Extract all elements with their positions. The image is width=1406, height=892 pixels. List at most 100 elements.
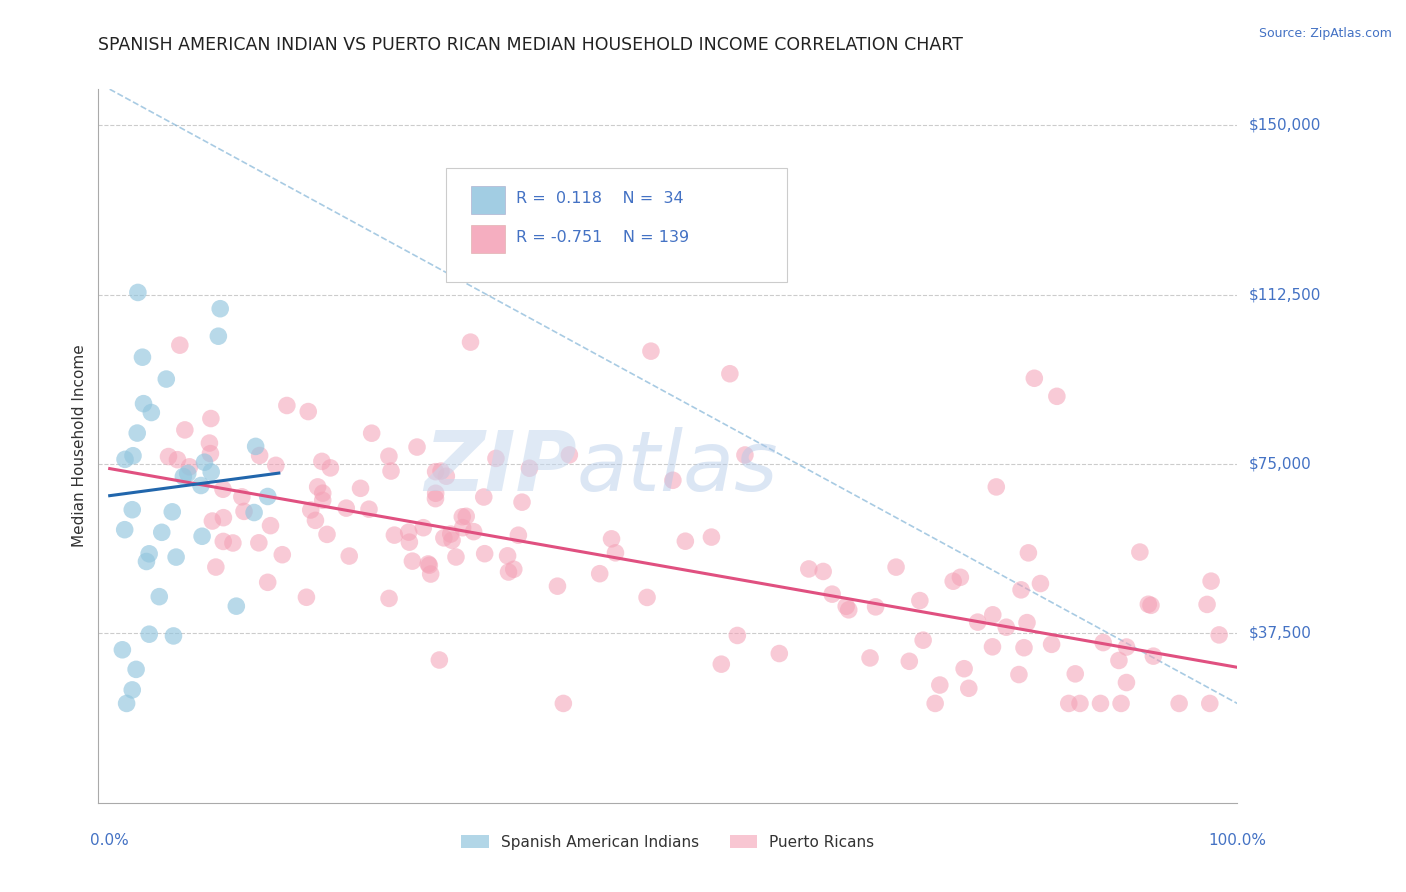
Point xyxy=(247,536,270,550)
Point xyxy=(1090,697,1112,711)
Point xyxy=(1197,598,1219,612)
FancyBboxPatch shape xyxy=(471,186,505,214)
Point xyxy=(981,640,1004,654)
Point xyxy=(121,682,143,697)
Text: atlas: atlas xyxy=(576,427,779,508)
Point xyxy=(451,521,474,535)
Point xyxy=(1137,597,1160,611)
Point xyxy=(155,372,177,386)
Point xyxy=(908,593,931,607)
Point xyxy=(418,557,440,571)
Point xyxy=(127,285,149,300)
Point xyxy=(259,518,281,533)
Text: $75,000: $75,000 xyxy=(1249,457,1312,472)
Point xyxy=(173,423,195,437)
Point xyxy=(150,525,173,540)
Point xyxy=(138,547,160,561)
Text: ZIP: ZIP xyxy=(425,427,576,508)
Point xyxy=(243,506,266,520)
Point xyxy=(995,620,1018,634)
Point xyxy=(179,459,201,474)
Point xyxy=(311,454,333,468)
Point xyxy=(212,534,235,549)
Point xyxy=(835,599,858,614)
Point xyxy=(122,449,145,463)
Point xyxy=(198,436,221,450)
Point xyxy=(378,449,401,463)
Point xyxy=(865,599,887,614)
Point xyxy=(1168,697,1191,711)
Point xyxy=(1008,667,1031,681)
Point xyxy=(1129,545,1152,559)
Point xyxy=(231,490,253,504)
Point xyxy=(1046,389,1069,403)
Point xyxy=(200,446,222,460)
Point xyxy=(1069,697,1091,711)
Point xyxy=(1142,649,1164,664)
Point xyxy=(425,465,447,479)
Point xyxy=(233,504,256,518)
Point xyxy=(605,546,627,560)
Point xyxy=(131,350,153,364)
Point xyxy=(212,510,235,524)
Point xyxy=(485,451,508,466)
Point xyxy=(162,505,184,519)
Point xyxy=(441,533,464,548)
Point xyxy=(1140,599,1163,613)
Point xyxy=(1109,697,1132,711)
Point xyxy=(600,532,623,546)
Point xyxy=(1029,576,1052,591)
Point xyxy=(1057,697,1080,711)
Legend: Spanish American Indians, Puerto Ricans: Spanish American Indians, Puerto Ricans xyxy=(456,829,880,855)
Point xyxy=(519,461,541,475)
Point xyxy=(115,697,138,711)
Point xyxy=(444,549,467,564)
Point xyxy=(496,549,519,563)
Point xyxy=(141,405,163,419)
Point xyxy=(942,574,965,589)
Text: 0.0%: 0.0% xyxy=(90,833,129,848)
Point xyxy=(401,554,423,568)
Point xyxy=(114,452,136,467)
Point xyxy=(418,558,440,573)
Point xyxy=(166,452,188,467)
Point xyxy=(212,482,235,496)
Point xyxy=(222,536,245,550)
Point xyxy=(114,523,136,537)
Point xyxy=(121,502,143,516)
Point xyxy=(412,521,434,535)
Point xyxy=(427,653,450,667)
Point xyxy=(456,509,478,524)
Point xyxy=(1115,640,1137,654)
Point xyxy=(384,528,406,542)
Point xyxy=(398,535,420,549)
Point xyxy=(981,607,1004,622)
Point xyxy=(378,591,401,606)
Point xyxy=(1017,546,1039,560)
Point xyxy=(335,501,357,516)
Point xyxy=(662,473,685,487)
Point xyxy=(673,534,696,549)
Point xyxy=(127,425,149,440)
Point xyxy=(249,449,271,463)
Point xyxy=(425,491,447,506)
Point xyxy=(1198,697,1220,711)
Point xyxy=(502,562,524,576)
FancyBboxPatch shape xyxy=(446,168,787,282)
Point xyxy=(924,697,946,711)
Point xyxy=(546,579,568,593)
Point xyxy=(460,335,482,350)
Point xyxy=(349,481,371,495)
Point xyxy=(884,560,907,574)
Text: Source: ZipAtlas.com: Source: ZipAtlas.com xyxy=(1258,27,1392,40)
Point xyxy=(297,404,319,418)
Point xyxy=(225,599,247,614)
Y-axis label: Median Household Income: Median Household Income xyxy=(72,344,87,548)
Point xyxy=(718,367,741,381)
Point xyxy=(190,478,212,492)
Point xyxy=(510,495,533,509)
Point xyxy=(165,550,187,565)
Point xyxy=(299,503,322,517)
Point xyxy=(304,513,326,527)
Point xyxy=(205,560,228,574)
